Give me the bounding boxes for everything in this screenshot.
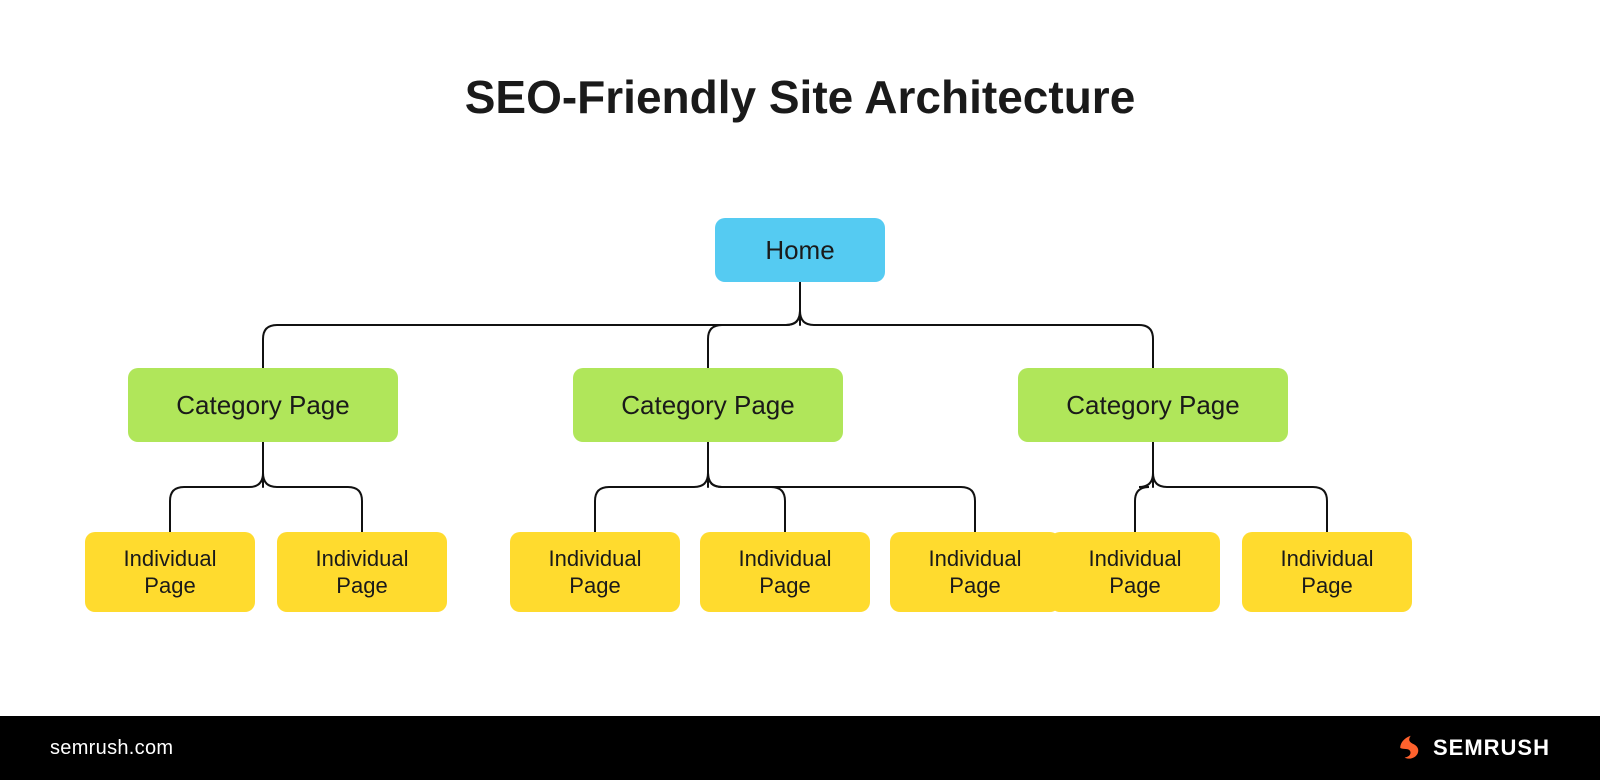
diagram-title: SEO-Friendly Site Architecture: [0, 70, 1600, 124]
footer-bar: semrush.com SEMRUSH: [0, 716, 1600, 780]
node-p23: Individual Page: [890, 532, 1060, 612]
flame-icon: [1395, 734, 1423, 762]
brand-name: SEMRUSH: [1433, 735, 1550, 761]
node-cat2: Category Page: [573, 368, 843, 442]
node-root: Home: [715, 218, 885, 282]
node-p31: Individual Page: [1050, 532, 1220, 612]
node-p32: Individual Page: [1242, 532, 1412, 612]
diagram-canvas: SEO-Friendly Site Architecture Home Categ…: [0, 0, 1600, 780]
brand-logo: SEMRUSH: [1395, 734, 1550, 762]
node-p12: Individual Page: [277, 532, 447, 612]
node-p11: Individual Page: [85, 532, 255, 612]
node-cat3: Category Page: [1018, 368, 1288, 442]
footer-url: semrush.com: [50, 737, 173, 760]
node-cat1: Category Page: [128, 368, 398, 442]
node-p21: Individual Page: [510, 532, 680, 612]
node-p22: Individual Page: [700, 532, 870, 612]
